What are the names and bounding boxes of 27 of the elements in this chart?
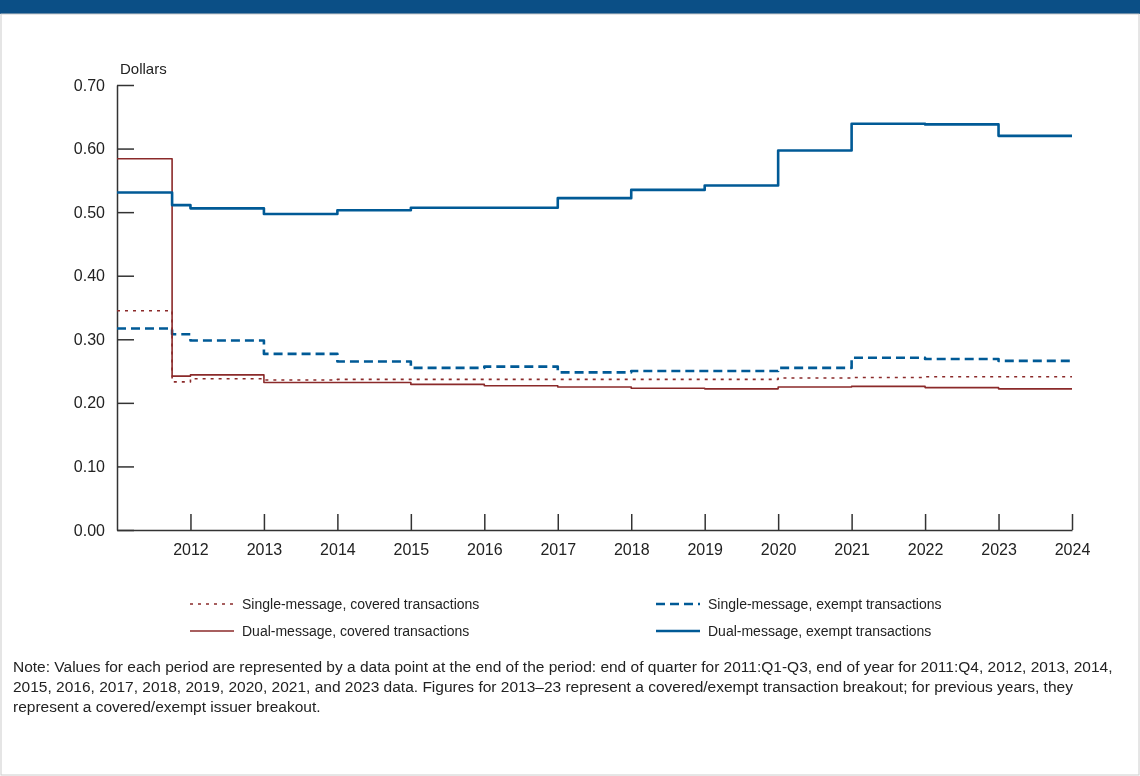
x-tick-label: 2016 xyxy=(467,541,503,559)
legend-label: Dual-message, covered transactions xyxy=(242,623,470,639)
x-tick-label: 2022 xyxy=(907,541,944,559)
text: Note: Values for each period are represented by a data point at the end of the period: end of quarter for 2011:Q1-Q3, end of year for 2011:Q4, 2012, 2013, 2014, 2015, 2016, 2017, 2018, 2019, 2020, 2021, and 2023 data. Figures for 2013–23 represent a covered/exempt transaction breakout; for previous years, they represent a covered/exempt issuer breakout. xyxy=(13,657,1114,717)
y-tick-label: 0.50 xyxy=(73,203,106,221)
y-tick-label: 0.10 xyxy=(73,458,106,476)
x-tick-label: 2019 xyxy=(687,541,724,559)
y-axis-title: Dollars xyxy=(120,60,167,77)
x-tick-label: 2018 xyxy=(613,541,650,559)
x-tick-label: 2017 xyxy=(540,541,577,559)
x-tick-label: 2013 xyxy=(246,541,283,559)
y-tick-label: 0.20 xyxy=(73,394,106,412)
legend-label: Single-message, exempt transactions xyxy=(708,596,942,612)
y-tick-label: 0.30 xyxy=(73,330,106,348)
y-tick-label: 0.40 xyxy=(73,267,106,285)
y-tick-label: 0.70 xyxy=(73,76,106,94)
legend-label: Dual-message, exempt transactions xyxy=(708,623,932,639)
x-tick-label: 2024 xyxy=(1054,541,1091,559)
x-tick-label: 2023 xyxy=(981,541,1017,559)
y-tick-label: 0.00 xyxy=(73,521,106,539)
x-tick-label: 2020 xyxy=(760,541,797,559)
x-tick-label: 2012 xyxy=(173,541,209,559)
x-tick-label: 2021 xyxy=(834,541,871,559)
x-tick-label: 2014 xyxy=(320,541,356,559)
x-tick-label: 2015 xyxy=(393,541,430,559)
y-tick-label: 0.60 xyxy=(73,140,106,158)
legend-label: Single-message, covered transactions xyxy=(242,596,480,612)
